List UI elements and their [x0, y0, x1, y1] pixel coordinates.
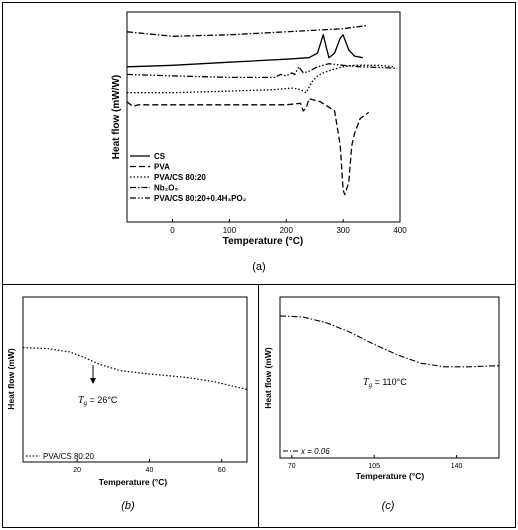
panel-a-x-axis-label: Temperature (°C)	[223, 236, 304, 247]
panel-b-plot-frame	[22, 296, 248, 463]
panel-a-series	[126, 25, 398, 196]
panel-b-x-ticks: 20 40 60	[73, 459, 226, 474]
panel-b-tg-annotation: Tg = 26°C	[78, 395, 118, 407]
panel-b-tg-arrowhead	[90, 378, 96, 384]
panel-c-caption: (c)	[382, 500, 395, 512]
panel-c-tg-subscript: g	[369, 381, 373, 389]
panel-c-tg-annotation: Tg = 110°C	[363, 377, 407, 389]
panel-b-series	[22, 347, 248, 390]
panel-a-x-tick-label: 100	[223, 226, 237, 235]
panel-a-series-line-2	[127, 64, 395, 94]
panel-b-y-axis-label: Heat flow (mW)	[6, 348, 16, 410]
panel-a-legend-label: Nb₂O₅	[154, 184, 178, 193]
panel-b-x-tick-label: 40	[146, 467, 154, 474]
panel-c-x-axis-label: Temperature (°C)	[356, 471, 425, 481]
panel-b-series-line-0	[22, 347, 248, 390]
panel-b-tg-value: = 26°C	[87, 395, 118, 405]
panel-c-x-tick-label: 70	[288, 463, 296, 470]
panel-a-x-ticks: 0 100 200 300 400	[170, 219, 407, 235]
panel-a-legend-label: PVA/CS 80:20	[154, 173, 206, 182]
panel-b-caption: (b)	[121, 500, 135, 512]
panel-a-x-tick-label: 200	[280, 226, 294, 235]
panel-c-tg-value: = 110°C	[372, 377, 407, 387]
panel-a-plot-frame	[126, 11, 401, 223]
panel-a-series-line-0	[126, 34, 364, 68]
panel-c-legend-label: x = 0.06	[300, 447, 330, 456]
panel-b-tg-subscript: g	[84, 399, 88, 407]
panel-c-plot-frame	[279, 296, 500, 459]
panel-b-legend-label: PVA/CS 80:20	[43, 452, 95, 461]
panel-b: 20 40 60 Tg = 26°C Temperature (°C) Heat f…	[6, 296, 248, 512]
panel-c-series	[279, 315, 500, 368]
panel-a-legend-label: PVA	[154, 163, 170, 172]
panel-a-legend-label: CS	[154, 152, 166, 161]
panel-a-x-tick-label: 0	[170, 226, 175, 235]
panel-a-x-tick-label: 400	[393, 226, 407, 235]
panel-a-series-line-1	[126, 98, 370, 196]
panel-c-series-line-0	[279, 315, 500, 368]
panel-a-x-tick-label: 300	[336, 226, 350, 235]
panel-c-x-tick-label: 140	[451, 463, 463, 470]
panel-b-x-axis-label: Temperature (°C)	[99, 477, 168, 487]
panel-a-series-line-3	[126, 25, 366, 37]
panel-c-tg-symbol: T	[363, 377, 370, 388]
panel-a: 0 100 200 300 400 Temperature (°C) Heat flow…	[111, 11, 407, 273]
panel-a-series-line-4	[126, 63, 398, 79]
panel-a-caption: (a)	[252, 261, 265, 273]
panel-c-y-axis-label: Heat flow (mW)	[263, 347, 273, 409]
panel-b-x-tick-label: 60	[218, 467, 226, 474]
panel-c-x-ticks: 70 105 140	[288, 455, 463, 470]
panel-b-tg-symbol: T	[78, 395, 85, 406]
panel-c-legend-text: x = 0.06	[300, 447, 330, 456]
panel-a-legend-label: PVA/CS 80:20+0.4H₃PO₂	[154, 194, 247, 203]
panel-c: 70 105 140 Tg = 110°C Temperature (°C) Hea…	[263, 296, 500, 512]
panel-b-x-tick-label: 20	[73, 467, 81, 474]
panel-a-y-axis-label: Heat flow (mW/W)	[111, 75, 122, 159]
panel-c-x-tick-label: 105	[368, 463, 380, 470]
